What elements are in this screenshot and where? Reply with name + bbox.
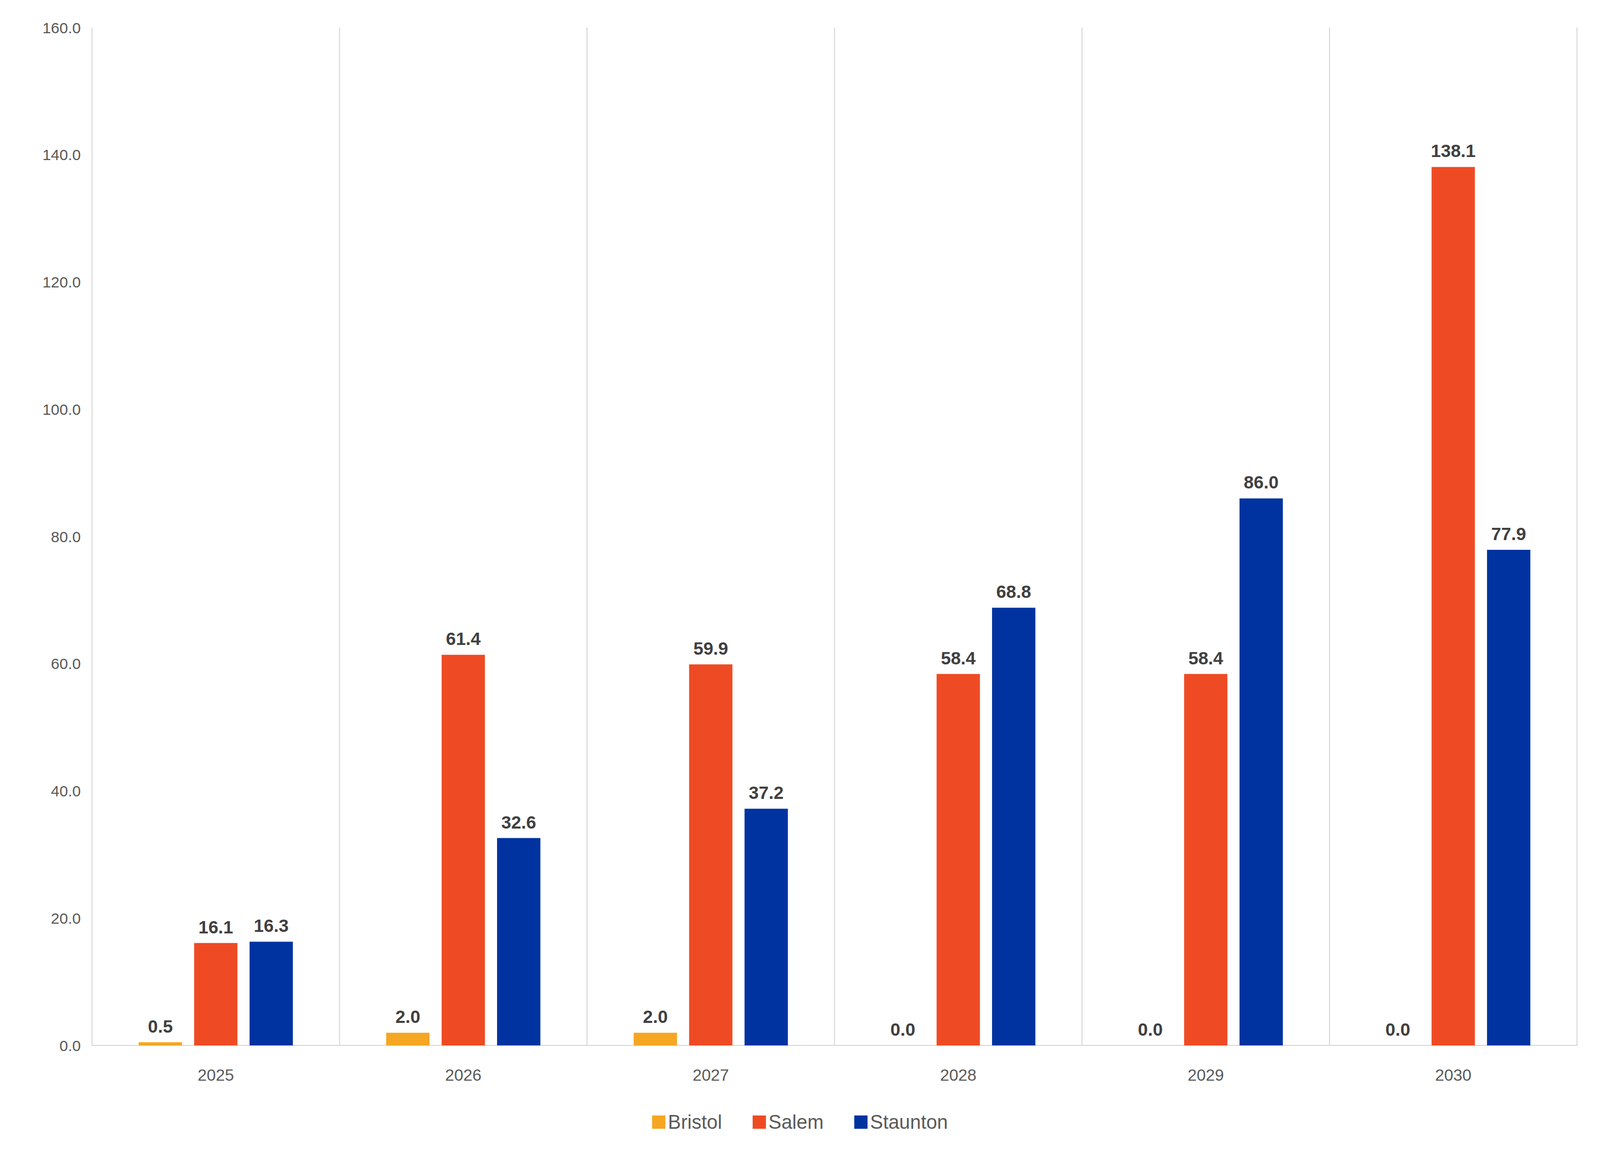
svg-text:61.4: 61.4: [445, 628, 482, 649]
svg-text:40.0: 40.0: [51, 782, 81, 800]
svg-text:0.0: 0.0: [1137, 1019, 1163, 1040]
svg-text:100.0: 100.0: [42, 400, 81, 418]
svg-text:Bristol: Bristol: [667, 1111, 723, 1133]
svg-text:60.0: 60.0: [51, 655, 81, 672]
svg-text:2029: 2029: [1187, 1065, 1224, 1085]
svg-text:20.0: 20.0: [51, 909, 81, 927]
svg-text:86.0: 86.0: [1243, 471, 1279, 492]
svg-text:2027: 2027: [692, 1065, 729, 1085]
svg-text:2028: 2028: [939, 1065, 977, 1085]
svg-text:68.8: 68.8: [996, 581, 1031, 602]
svg-text:80.0: 80.0: [51, 528, 81, 546]
svg-text:160.0: 160.0: [42, 19, 81, 37]
svg-text:140.0: 140.0: [42, 146, 81, 164]
svg-text:32.6: 32.6: [501, 812, 536, 832]
svg-text:138.1: 138.1: [1430, 140, 1476, 161]
svg-text:2030: 2030: [1434, 1065, 1472, 1085]
svg-text:58.4: 58.4: [1188, 647, 1224, 668]
svg-text:16.1: 16.1: [198, 916, 234, 937]
svg-text:0.5: 0.5: [147, 1016, 173, 1036]
svg-text:2025: 2025: [197, 1065, 234, 1085]
svg-text:0.0: 0.0: [890, 1019, 916, 1040]
svg-text:120.0: 120.0: [42, 273, 81, 291]
svg-text:37.2: 37.2: [748, 782, 784, 803]
svg-text:77.9: 77.9: [1491, 523, 1526, 544]
svg-text:0.0: 0.0: [1385, 1019, 1411, 1040]
svg-text:Salem: Salem: [768, 1111, 824, 1133]
svg-text:59.9: 59.9: [693, 638, 729, 659]
svg-text:2026: 2026: [444, 1065, 482, 1085]
svg-text:0.0: 0.0: [59, 1037, 81, 1054]
svg-text:Staunton: Staunton: [870, 1111, 949, 1133]
svg-text:2.0: 2.0: [642, 1006, 668, 1027]
svg-text:16.3: 16.3: [253, 915, 289, 936]
svg-text:58.4: 58.4: [940, 647, 977, 668]
svg-text:2.0: 2.0: [395, 1006, 421, 1027]
